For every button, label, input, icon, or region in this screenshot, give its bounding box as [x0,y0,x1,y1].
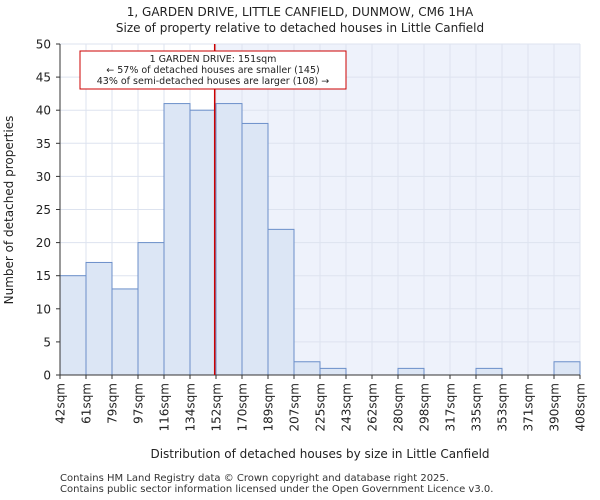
annotation-border [79,50,347,90]
bar-280sqm [397,367,425,376]
bar-42sqm [59,275,87,376]
y-axis-label: Number of detached properties [2,116,16,305]
x-tick-label-42sqm: 42sqm [54,383,68,424]
x-tick-label-207sqm: 207sqm [288,383,302,431]
x-tick-label-225sqm: 225sqm [314,383,328,431]
bar-335sqm [475,367,503,376]
x-tick-label-116sqm: 116sqm [158,383,172,431]
y-tick-label-40: 40 [36,104,51,118]
x-axis-label: Distribution of detached houses by size … [150,447,489,461]
bar-207sqm [293,361,321,376]
bar-97sqm [137,242,165,376]
x-tick-label-97sqm: 97sqm [132,383,146,424]
x-tick-label-134sqm: 134sqm [184,383,198,431]
x-tick-label-152sqm: 152sqm [210,383,224,431]
bar-225sqm [319,367,347,376]
y-tick-label-5: 5 [43,335,51,349]
bar-79sqm [111,288,139,376]
bar-152sqm [215,103,243,376]
chart-subtitle: Size of property relative to detached ho… [116,21,484,35]
x-tick-label-262sqm: 262sqm [366,383,380,431]
y-tick-label-35: 35 [36,137,51,151]
bar-390sqm [553,361,581,376]
bar-61sqm [85,261,113,376]
x-tick-label-61sqm: 61sqm [80,383,94,424]
bar-170sqm [241,122,269,376]
annotation-box: 1 GARDEN DRIVE: 151sqm ← 57% of detached… [79,50,347,90]
annotation-line-3: 43% of semi-detached houses are larger (… [97,76,330,87]
x-tick-label-371sqm: 371sqm [522,383,536,431]
x-tick-label-408sqm: 408sqm [574,383,588,431]
annotation-line-2: ← 57% of detached houses are smaller (14… [106,65,319,76]
y-axis: 0 5 10 15 20 25 30 35 40 45 50 [36,38,61,383]
y-tick-label-25: 25 [36,203,51,217]
x-tick-label-298sqm: 298sqm [418,383,432,431]
x-tick-label-280sqm: 280sqm [392,383,406,431]
footer-licence: Contains public sector information licen… [60,484,494,495]
y-tick-label-45: 45 [36,71,51,85]
x-tick-label-79sqm: 79sqm [106,383,120,424]
footer-copyright: Contains HM Land Registry data © Crown c… [60,473,449,484]
x-tick-label-353sqm: 353sqm [496,383,510,431]
bar-189sqm [267,228,295,376]
y-tick-label-10: 10 [36,302,51,316]
chart-title: 1, GARDEN DRIVE, LITTLE CANFIELD, DUNMOW… [127,5,474,19]
x-tick-label-390sqm: 390sqm [548,383,562,431]
y-tick-label-15: 15 [36,269,51,283]
bar-116sqm [163,103,191,376]
bars [59,103,581,376]
y-tick-label-20: 20 [36,236,51,250]
x-tick-label-243sqm: 243sqm [340,383,354,431]
y-tick-label-50: 50 [36,38,51,52]
annotation-line-1: 1 GARDEN DRIVE: 151sqm [150,54,277,65]
x-tick-label-335sqm: 335sqm [470,383,484,431]
x-tick-label-189sqm: 189sqm [262,383,276,431]
y-tick-label-30: 30 [36,170,51,184]
x-tick-label-317sqm: 317sqm [444,383,458,431]
y-tick-label-0: 0 [43,369,51,383]
x-tick-label-170sqm: 170sqm [236,383,250,431]
x-axis: 42sqm 61sqm 79sqm 97sqm 116sqm 134sqm 152sqm 17… [54,374,588,431]
bar-134sqm [189,109,217,376]
